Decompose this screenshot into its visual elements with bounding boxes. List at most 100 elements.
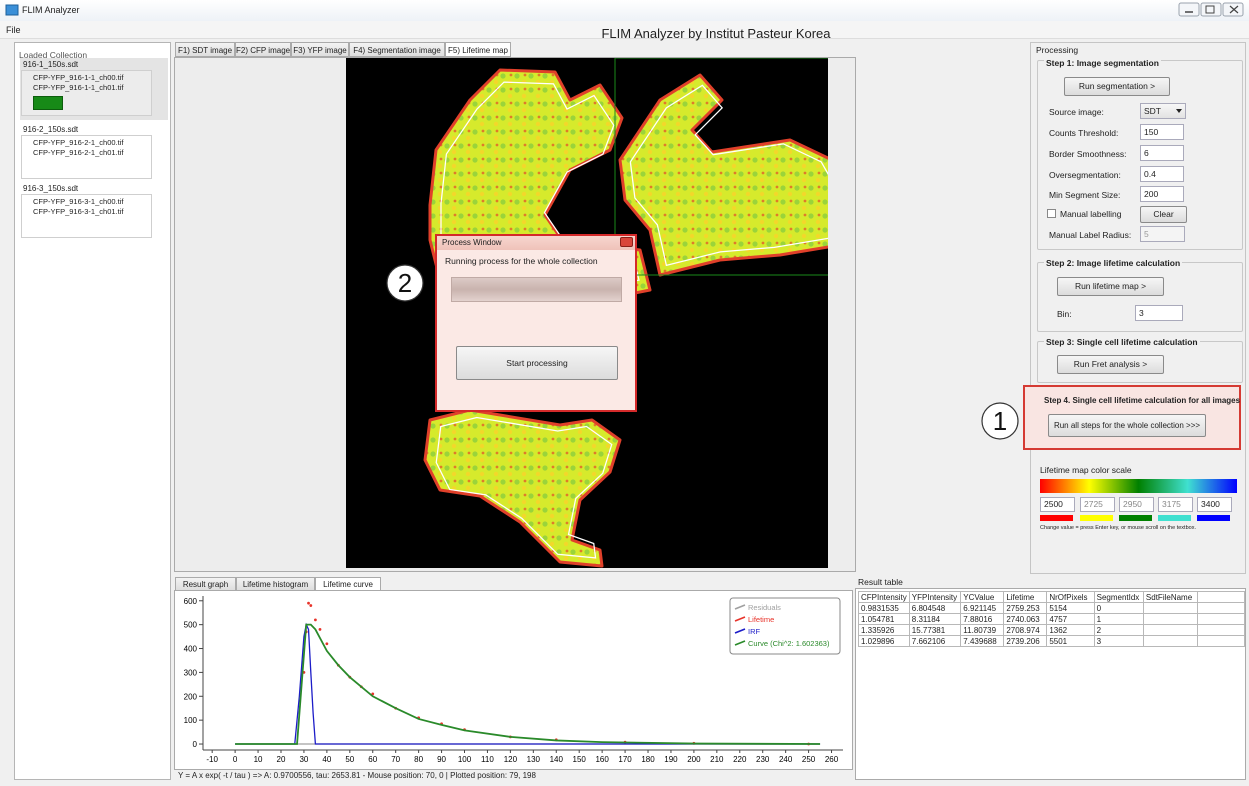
table-cell: 3 (1094, 636, 1143, 647)
run-segmentation-button[interactable]: Run segmentation > (1064, 77, 1170, 96)
segment-chip[interactable] (33, 96, 63, 110)
column-header[interactable]: YCValue (961, 592, 1004, 603)
scale-swatch (1119, 515, 1152, 521)
table-cell: 1362 (1047, 625, 1094, 636)
result-tab[interactable]: Lifetime histogram (236, 577, 315, 591)
color-scale-hint: Change value = press Enter key, or mouse… (1040, 525, 1196, 531)
table-cell: 1 (1094, 614, 1143, 625)
x-tick-label: 40 (322, 755, 331, 764)
image-tab[interactable]: F4) Segmentation image (349, 42, 445, 57)
scale-value-field[interactable]: 3400 (1197, 497, 1232, 512)
bin-field[interactable]: 3 (1135, 305, 1183, 321)
manual-checkbox[interactable] (1047, 209, 1056, 218)
window-button[interactable] (1201, 3, 1221, 16)
run-lifetime-map-button[interactable]: Run lifetime map > (1057, 277, 1164, 296)
scale-value-field[interactable]: 3175 (1158, 497, 1193, 512)
empty-cell (1197, 625, 1244, 636)
clear-button[interactable]: Clear (1140, 206, 1187, 223)
app-window: FLIM AnalyzerFileFLIM Analyzer by Instit… (0, 0, 1249, 786)
group-name[interactable]: 916-3_150s.sdt (23, 184, 78, 193)
table-cell: 0 (1094, 603, 1143, 614)
start-button[interactable]: Start processing (456, 346, 618, 380)
scale-swatch (1080, 515, 1113, 521)
x-tick-label: 20 (277, 755, 286, 764)
image-tab[interactable]: F1) SDT image (175, 42, 235, 57)
empty-cell (1143, 614, 1197, 625)
scale-value-field[interactable]: 2950 (1119, 497, 1154, 512)
number-field[interactable]: 200 (1140, 186, 1184, 202)
file-name[interactable]: CFP-YFP_916-3-1_ch01.tif (33, 207, 123, 216)
run-fret-button[interactable]: Run Fret analysis > (1057, 355, 1164, 374)
x-tick-label: 150 (573, 755, 587, 764)
x-tick-label: 180 (641, 755, 655, 764)
empty-cell (1197, 636, 1244, 647)
app-header-title: FLIM Analyzer by Institut Pasteur Korea (0, 26, 1249, 41)
window-button[interactable] (1223, 3, 1243, 16)
filler-cell (1197, 592, 1244, 603)
x-tick-label: 60 (368, 755, 377, 764)
dialog-title: Process Window (442, 238, 502, 247)
file-name[interactable]: CFP-YFP_916-1-1_ch01.tif (33, 83, 123, 92)
x-tick-label: 50 (345, 755, 354, 764)
number-field[interactable]: 150 (1140, 124, 1184, 140)
x-tick-label: 160 (595, 755, 609, 764)
table-cell: 4757 (1047, 614, 1094, 625)
table-cell: 15.77381 (909, 625, 961, 636)
radius-field[interactable]: 5 (1140, 226, 1185, 242)
data-point (307, 602, 310, 605)
column-header[interactable]: NrOfPixels (1047, 592, 1094, 603)
window-button[interactable] (1179, 3, 1199, 16)
x-tick-label: -10 (206, 755, 218, 764)
result-tab[interactable]: Lifetime curve (315, 577, 381, 591)
x-tick-label: 130 (527, 755, 541, 764)
field-label: Border Smoothness: (1049, 149, 1126, 159)
image-tab[interactable]: F5) Lifetime map (445, 42, 511, 57)
x-tick-label: 140 (550, 755, 564, 764)
x-tick-label: 30 (299, 755, 308, 764)
x-tick-label: 110 (481, 755, 494, 764)
x-tick-label: 70 (391, 755, 400, 764)
window-title: FLIM Analyzer (22, 5, 80, 15)
result-tab[interactable]: Result graph (175, 577, 236, 591)
file-name[interactable]: CFP-YFP_916-3-1_ch00.tif (33, 197, 123, 206)
status-bar: Y = A x exp( -t / tau ) => A: 0.9700556,… (178, 771, 536, 780)
x-tick-label: 10 (254, 755, 263, 764)
app-icon-shape (6, 5, 18, 15)
y-tick-label: 100 (184, 716, 198, 725)
data-point (319, 628, 322, 631)
number-field[interactable]: 6 (1140, 145, 1184, 161)
legend-label: Lifetime (748, 615, 774, 624)
column-header[interactable]: Lifetime (1004, 592, 1047, 603)
scale-value-field[interactable]: 2500 (1040, 497, 1075, 512)
file-name[interactable]: CFP-YFP_916-2-1_ch01.tif (33, 148, 123, 157)
result-table-title: Result table (858, 577, 903, 587)
y-tick-label: 400 (184, 645, 198, 654)
image-tab[interactable]: F3) YFP image (291, 42, 349, 57)
file-name[interactable]: CFP-YFP_916-1-1_ch00.tif (33, 73, 123, 82)
image-tab[interactable]: F2) CFP image (235, 42, 291, 57)
legend-label: Residuals (748, 603, 781, 612)
x-tick-label: 100 (458, 755, 472, 764)
dialog-close[interactable] (620, 237, 633, 247)
data-point (309, 604, 312, 607)
column-header[interactable]: CFPIntensity (859, 592, 910, 603)
gradient-bar (1040, 479, 1237, 493)
column-header[interactable]: SdtFileName (1143, 592, 1197, 603)
y-tick-label: 0 (193, 740, 198, 749)
step4-title: Step 4. Single cell lifetime calculation… (1044, 396, 1240, 405)
file-name[interactable]: CFP-YFP_916-2-1_ch00.tif (33, 138, 123, 147)
processing-title: Processing (1036, 45, 1078, 55)
run-all-button[interactable]: Run all steps for the whole collection >… (1048, 414, 1206, 437)
column-header[interactable]: YFPIntensity (909, 592, 961, 603)
group-name[interactable]: 916-1_150s.sdt (23, 60, 78, 69)
scale-value-field[interactable]: 2725 (1080, 497, 1115, 512)
column-header[interactable]: SegmentIdx (1094, 592, 1143, 603)
number-field[interactable]: 0.4 (1140, 166, 1184, 182)
group-name[interactable]: 916-2_150s.sdt (23, 125, 78, 134)
